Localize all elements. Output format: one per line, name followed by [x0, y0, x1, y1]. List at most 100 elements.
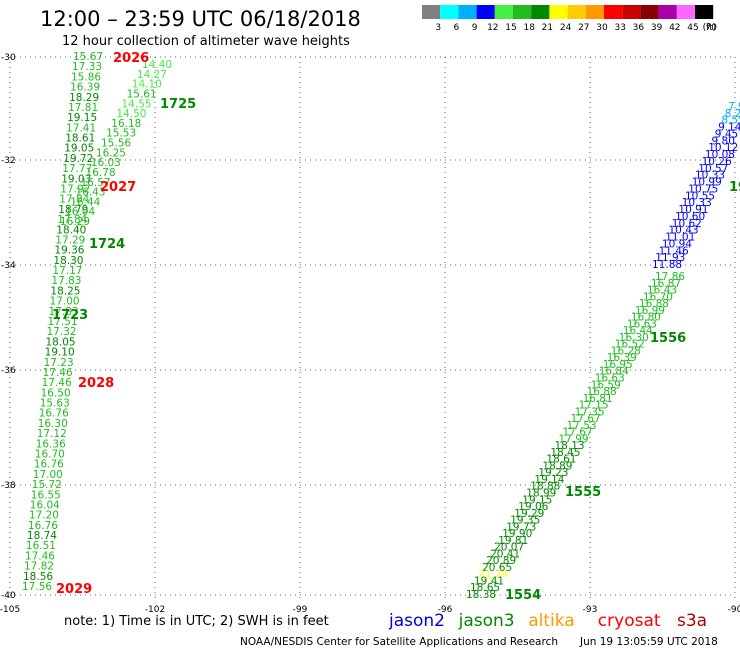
- lon-tick-label: -99: [293, 605, 308, 615]
- swh-value-blue: 10.33: [682, 197, 712, 209]
- swh-value-left: 17.84: [59, 194, 89, 206]
- swh-value-left: 16.30: [38, 418, 68, 430]
- swh-value-mid: 14.27: [137, 69, 167, 81]
- swh-value-right: 17.35: [575, 406, 605, 418]
- legend-label-36: 36: [633, 23, 645, 33]
- swh-value-right: 18.61: [546, 454, 576, 466]
- swh-value-left: 17.82: [24, 561, 54, 573]
- swh-value-right: 17.99: [559, 433, 589, 445]
- swh-value-left: 18.61: [65, 133, 95, 145]
- swh-value-left: 16.36: [36, 438, 66, 450]
- map-subtitle: 12 hour collection of altimeter wave hei…: [62, 34, 350, 49]
- legend-swatch-3: [422, 5, 441, 19]
- legend-label-15: 15: [505, 23, 516, 33]
- swh-value-left: 17.83: [51, 275, 81, 287]
- swh-value-right: 19.14: [534, 474, 564, 486]
- legend-label-21: 21: [542, 23, 553, 33]
- swh-value-left: 18.29: [69, 92, 99, 104]
- pass-label-1725: 1725: [160, 97, 196, 112]
- swh-value-right: 16.87: [651, 278, 681, 290]
- pass-labels: 2026 1725 2027 1724 1723 2028 2029 1556 …: [52, 51, 740, 603]
- swh-value-left: 16.76: [34, 459, 64, 471]
- swh-value-blue: 9.45: [715, 129, 738, 141]
- swh-value-left: 18.74: [27, 530, 57, 542]
- swh-value-mid: 16.18: [111, 118, 141, 130]
- swh-value-left: 19.15: [67, 112, 97, 124]
- swh-value-right: 19.15: [522, 494, 552, 506]
- swh-value-blue: 10.08: [705, 149, 735, 161]
- swh-value-right: 19.73: [506, 521, 536, 533]
- swh-value-right: 20.41: [490, 548, 520, 560]
- legend-label-42: 42: [669, 23, 680, 33]
- lat-tick-label: -40: [1, 591, 16, 601]
- swh-value-blue: 10.99: [692, 177, 722, 189]
- swh-value-right: 17.67: [571, 413, 601, 425]
- swh-value-right: 16.88: [587, 386, 617, 398]
- swh-value-mid: 16.78: [86, 167, 116, 179]
- swh-value-blue: 11.01: [665, 232, 695, 244]
- mission-altika: altika: [528, 611, 575, 631]
- legend-unit: (ft): [703, 23, 717, 33]
- pass-label-2027: 2027: [100, 180, 136, 195]
- swh-value-right: 21.24: [478, 569, 508, 581]
- legend-label-33: 33: [614, 23, 625, 33]
- legend-swatch-30: [585, 5, 604, 19]
- swh-value-left: 17.00: [33, 469, 63, 481]
- legend-swatch-42: [658, 5, 677, 19]
- pass-label-1724: 1724: [89, 237, 125, 252]
- swh-value-mid: 14.50: [116, 108, 146, 120]
- pass-label-1723: 1723: [52, 308, 88, 323]
- swh-value-right: 16.70: [643, 291, 673, 303]
- swh-value-blue: 9.80: [712, 135, 735, 147]
- swh-value-blue: 10.60: [675, 211, 705, 223]
- legend-swatch-45: [676, 5, 695, 19]
- swh-value-left: 17.51: [48, 316, 78, 328]
- swh-value-left: 18.79: [58, 204, 88, 216]
- swh-value-right: 16.99: [635, 305, 665, 317]
- swh-value-mid: 15.61: [127, 88, 157, 100]
- swh-value-blue: 11.46: [659, 245, 689, 257]
- mission-cryosat: cryosat: [598, 611, 661, 631]
- legend-swatch-21: [531, 5, 550, 19]
- pass-label-19: 19: [729, 180, 740, 195]
- lon-tick-label: -93: [583, 605, 598, 615]
- swh-value-left: 17.77: [62, 163, 92, 175]
- swh-value-left: 15.86: [71, 71, 101, 83]
- legend-swatch-9: [458, 5, 477, 19]
- swh-value-mid: 14.10: [132, 79, 162, 91]
- swh-value-right: 16.63: [627, 318, 657, 330]
- lat-tick-label: -36: [1, 366, 16, 376]
- swh-value-mid: 16.57: [81, 177, 111, 189]
- swh-value-right: 17.67: [563, 427, 593, 439]
- swh-value-left: 16.55: [31, 489, 61, 501]
- swh-value-blue: 8.22: [725, 108, 740, 120]
- mission-jason2: jason2: [388, 611, 445, 631]
- legend-label-3: 3: [435, 23, 441, 33]
- swh-value-left: 17.33: [72, 61, 102, 73]
- swh-value-left: 17.17: [52, 265, 82, 277]
- legend-swatch-27: [567, 5, 586, 19]
- swh-value-left: 15.63: [40, 398, 70, 410]
- legend-swatch-24: [549, 5, 568, 19]
- swh-value-right: 18.99: [526, 488, 556, 500]
- swh-value-right: 16.81: [583, 393, 613, 405]
- swh-value-right: 17.86: [655, 271, 685, 283]
- swh-value-right: 17.53: [567, 420, 597, 432]
- lon-tick-label: -105: [0, 605, 20, 615]
- swh-value-left: 18.40: [56, 224, 86, 236]
- lat-tick-label: -38: [1, 481, 16, 491]
- swh-value-blue: 10.12: [708, 142, 738, 154]
- swh-value-right: 16.44: [623, 325, 653, 337]
- swh-value-blue: 10.55: [685, 190, 715, 202]
- swh-value-right: 20.07: [494, 542, 524, 554]
- map-title: 12:00 – 23:59 UTC 06/18/2018: [40, 7, 361, 31]
- swh-value-left: 16.70: [35, 449, 65, 461]
- swh-value-blue: 9.14: [718, 122, 740, 134]
- legend-label-24: 24: [560, 23, 572, 33]
- pass-label-1556: 1556: [650, 331, 686, 346]
- swh-value-right: 18.13: [555, 440, 585, 452]
- footer-note: note: 1) Time is in UTC; 2) SWH is in fe…: [64, 614, 329, 629]
- swh-value-blue: 10.57: [698, 163, 728, 175]
- swh-value-left: 16.76: [39, 408, 69, 420]
